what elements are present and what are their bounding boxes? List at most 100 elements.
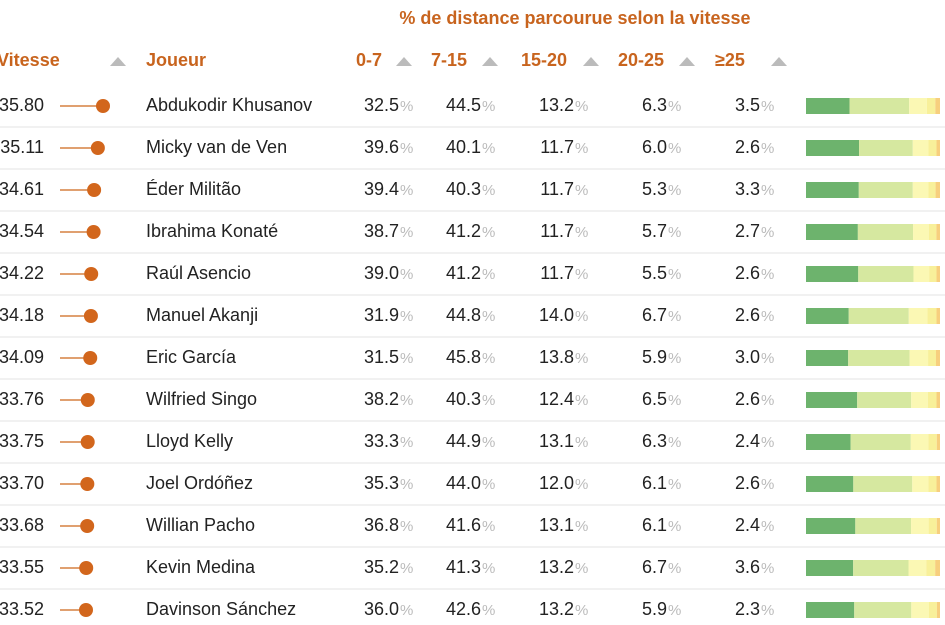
percent-unit: % — [761, 350, 774, 367]
percent-unit: % — [575, 182, 588, 199]
percent-value: 11.7 — [540, 221, 574, 241]
percent-value: 3.0 — [735, 347, 760, 367]
column-header[interactable]: 15-20 — [521, 50, 567, 70]
speed: 33.52 — [0, 599, 44, 619]
speed: 34.54 — [0, 221, 44, 241]
distance-segment — [926, 98, 936, 114]
distance-segment — [849, 98, 910, 114]
percent-unit: % — [761, 266, 774, 283]
percent-value: 5.3 — [642, 179, 667, 199]
speed: 33.75 — [0, 431, 44, 451]
sort-icon[interactable] — [679, 57, 695, 66]
distance-segment — [806, 308, 849, 324]
distance-segment — [806, 560, 854, 576]
percent-value: 2.3 — [735, 599, 760, 619]
percent-value: 13.1 — [539, 431, 574, 451]
sort-icon[interactable] — [771, 57, 787, 66]
percent-unit: % — [668, 560, 681, 577]
percent-value: 13.2 — [539, 557, 574, 577]
distance-segment — [911, 602, 930, 618]
column-header[interactable]: ≥25 — [715, 50, 745, 70]
percent-value: 11.7 — [540, 179, 574, 199]
percent-value: 36.8 — [364, 515, 399, 535]
percent-value: 44.0 — [446, 473, 481, 493]
sort-icon[interactable] — [482, 57, 498, 66]
distance-segment — [854, 602, 912, 618]
distance-segment — [929, 602, 937, 618]
percent-value: 39.4 — [364, 179, 399, 199]
percent-value: 12.0 — [539, 473, 574, 493]
percent-unit: % — [575, 266, 588, 283]
column-header[interactable]: 0-7 — [356, 50, 382, 70]
distance-segment — [936, 518, 940, 534]
percent-value: 33.3 — [364, 431, 399, 451]
distance-segment — [913, 266, 930, 282]
speed-dot — [78, 603, 93, 617]
sort-icon[interactable] — [396, 57, 412, 66]
distance-segment — [927, 308, 937, 324]
percent-value: 13.8 — [539, 347, 574, 367]
column-header[interactable]: 7-15 — [431, 50, 467, 70]
percent-value: 13.2 — [539, 599, 574, 619]
percent-unit: % — [761, 98, 774, 115]
distance-segment — [913, 224, 929, 240]
percent-unit: % — [575, 224, 588, 241]
percent-unit: % — [575, 392, 588, 409]
percent-unit: % — [575, 98, 588, 115]
distance-segment — [936, 392, 940, 408]
column-header[interactable]: 20-25 — [618, 50, 664, 70]
distance-segment — [926, 560, 936, 576]
percent-unit: % — [400, 350, 413, 367]
speed-dot — [83, 309, 98, 323]
percent-value: 2.6 — [735, 263, 760, 283]
percent-unit: % — [761, 518, 774, 535]
player-name: Davinson Sánchez — [146, 599, 296, 619]
speed-dot — [96, 99, 110, 113]
percent-unit: % — [400, 182, 413, 199]
player-name: Abdukodir Khusanov — [146, 95, 312, 115]
percent-value: 2.6 — [735, 389, 760, 409]
percent-value: 41.6 — [446, 515, 481, 535]
percent-unit: % — [482, 602, 495, 619]
percent-unit: % — [668, 140, 681, 157]
percent-unit: % — [668, 224, 681, 241]
percent-unit: % — [575, 308, 588, 325]
player-name: Eric García — [146, 347, 237, 367]
column-header[interactable]: Joueur — [146, 50, 206, 70]
distance-segment — [912, 476, 929, 492]
percent-unit: % — [482, 434, 495, 451]
distance-segment — [911, 518, 929, 534]
percent-value: 40.3 — [446, 389, 481, 409]
percent-unit: % — [400, 518, 413, 535]
percent-unit: % — [668, 350, 681, 367]
distance-segment — [855, 518, 912, 534]
percent-unit: % — [400, 602, 413, 619]
distance-segment — [859, 140, 913, 156]
speed-dot — [80, 435, 95, 449]
sort-icon[interactable] — [583, 57, 599, 66]
percent-unit: % — [668, 434, 681, 451]
percent-unit: % — [668, 476, 681, 493]
percent-unit: % — [761, 182, 774, 199]
distance-segment — [858, 266, 914, 282]
distance-segment — [936, 140, 940, 156]
player-name: Éder Militão — [146, 179, 241, 199]
column-header[interactable]: Vitesse — [0, 50, 60, 70]
distance-segment — [928, 476, 937, 492]
percent-unit: % — [400, 98, 413, 115]
sort-icon[interactable] — [110, 57, 126, 66]
percent-value: 38.7 — [364, 221, 399, 241]
speed-dot — [80, 393, 95, 407]
distance-segment — [928, 434, 937, 450]
distance-segment — [909, 350, 929, 366]
percent-value: 35.2 — [364, 557, 399, 577]
percent-unit: % — [400, 392, 413, 409]
group-title: % de distance parcourue selon la vitesse — [399, 8, 750, 28]
player-name: Ibrahima Konaté — [146, 221, 278, 241]
speed-dot — [79, 561, 94, 575]
percent-value: 6.3 — [642, 95, 667, 115]
percent-value: 14.0 — [539, 305, 574, 325]
percent-unit: % — [400, 308, 413, 325]
